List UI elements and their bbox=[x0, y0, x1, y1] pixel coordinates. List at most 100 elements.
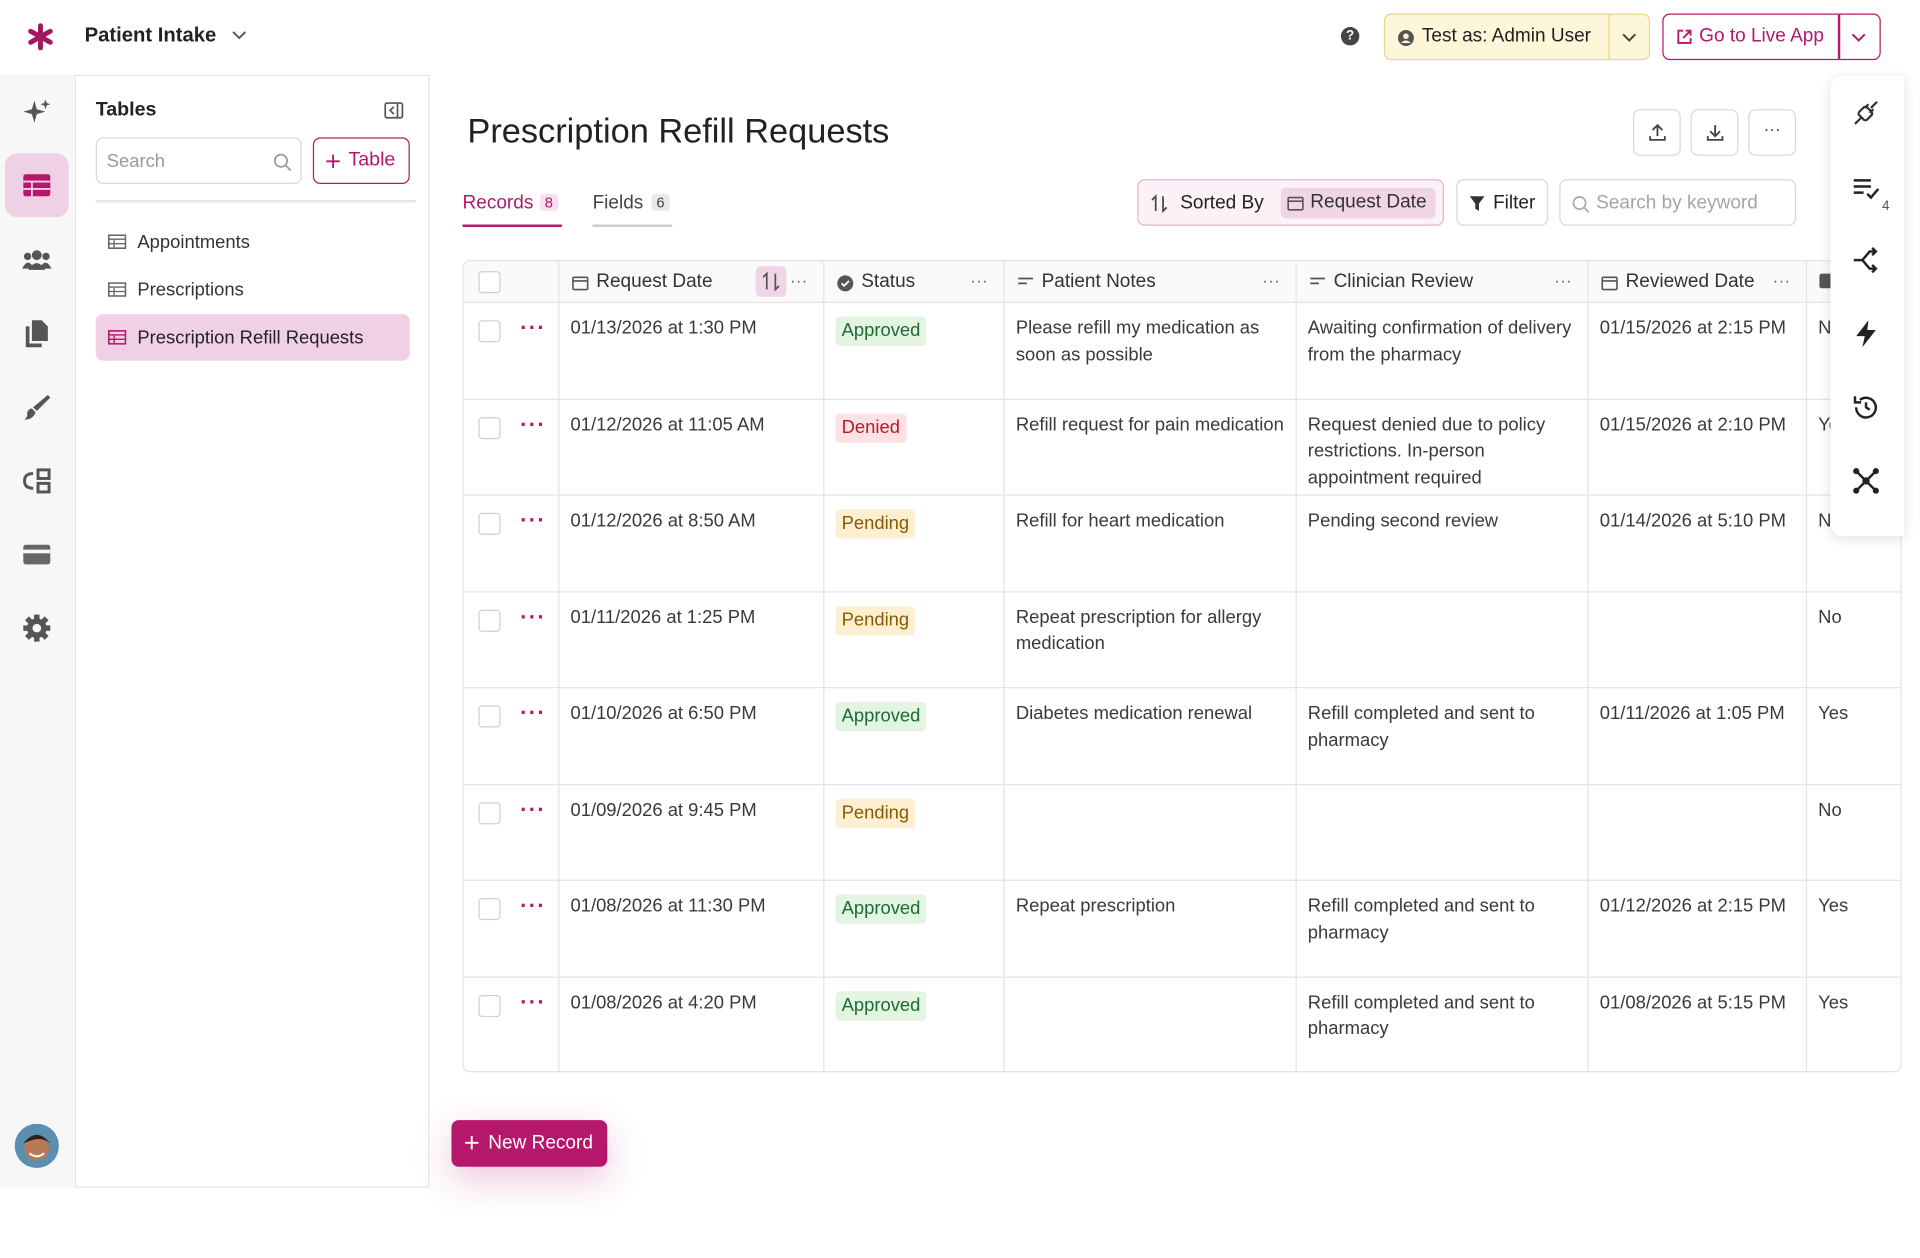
automation-icon[interactable] bbox=[1851, 319, 1880, 348]
row-menu[interactable]: ··· bbox=[520, 700, 546, 726]
checkbox[interactable] bbox=[478, 898, 501, 921]
tab[interactable]: Fields 6 bbox=[592, 190, 673, 227]
table-cell bbox=[1296, 784, 1589, 881]
tables-icon[interactable] bbox=[22, 171, 51, 200]
row-menu[interactable]: ··· bbox=[520, 507, 546, 533]
layout-icon[interactable] bbox=[22, 466, 51, 495]
checkbox[interactable] bbox=[478, 512, 501, 535]
avatar[interactable] bbox=[14, 1123, 59, 1168]
plus-icon bbox=[326, 154, 340, 169]
more-button[interactable]: ··· bbox=[1748, 109, 1797, 156]
add-table-label: Table bbox=[348, 149, 396, 171]
table-cell bbox=[1296, 591, 1589, 689]
sort-icon bbox=[1151, 194, 1168, 214]
users-icon[interactable] bbox=[22, 245, 52, 274]
checkbox[interactable] bbox=[478, 994, 501, 1017]
column-menu[interactable]: ··· bbox=[970, 271, 989, 290]
sorted-by-label: Sorted By bbox=[1180, 192, 1264, 214]
test-as-button[interactable]: Test as: Admin User bbox=[1383, 13, 1651, 61]
divider bbox=[1608, 14, 1610, 59]
table-cell: 01/10/2026 at 6:50 PM bbox=[559, 688, 825, 785]
logo bbox=[28, 23, 53, 51]
table-cell: Approved bbox=[824, 688, 1005, 785]
history-icon[interactable] bbox=[1851, 393, 1880, 422]
keyword-search[interactable]: Search by keyword bbox=[1559, 179, 1797, 226]
sort-button[interactable]: Sorted By Request Date bbox=[1137, 179, 1444, 226]
workflow-icon[interactable] bbox=[1851, 245, 1880, 274]
external-icon bbox=[1677, 29, 1692, 44]
tab-count: 8 bbox=[539, 193, 558, 212]
help-button[interactable]: ? bbox=[1340, 26, 1360, 46]
row-select: ··· bbox=[463, 688, 560, 785]
app-name[interactable]: Patient Intake bbox=[84, 24, 217, 47]
settings-icon[interactable] bbox=[22, 613, 51, 642]
column-header[interactable]: Request Date ··· bbox=[559, 261, 825, 304]
cell-text: Please refill my medication as soon as p… bbox=[1015, 317, 1260, 365]
add-table-button[interactable]: Table bbox=[312, 137, 410, 185]
filter-button[interactable]: Filter bbox=[1456, 179, 1549, 226]
plugin-icon[interactable] bbox=[1851, 98, 1880, 127]
row-menu[interactable]: ··· bbox=[520, 411, 546, 437]
pages-icon[interactable] bbox=[22, 319, 51, 348]
status-pill: Pending bbox=[835, 798, 916, 828]
new-record-button[interactable]: New Record bbox=[451, 1120, 608, 1167]
cell-text: 01/12/2026 at 8:50 AM bbox=[570, 510, 756, 532]
row-menu[interactable]: ··· bbox=[520, 893, 546, 918]
graph-icon[interactable] bbox=[1851, 466, 1880, 495]
row-menu[interactable]: ··· bbox=[520, 315, 546, 340]
column-menu[interactable]: ··· bbox=[1554, 271, 1573, 290]
table-cell: 01/08/2026 at 4:20 PM bbox=[559, 977, 825, 1072]
column-menu[interactable]: ··· bbox=[1772, 271, 1791, 290]
cell-text: 01/09/2026 at 9:45 PM bbox=[570, 799, 757, 821]
cell-text: Pending second review bbox=[1307, 510, 1499, 532]
checkbox[interactable] bbox=[478, 271, 501, 294]
row-menu[interactable]: ··· bbox=[520, 604, 546, 629]
row-menu[interactable]: ··· bbox=[520, 796, 546, 822]
chevron bbox=[1851, 33, 1866, 42]
status-pill: Pending bbox=[835, 605, 916, 635]
column-label: Reviewed Date bbox=[1625, 270, 1755, 292]
sidebar-search[interactable]: Search bbox=[95, 137, 302, 185]
row-menu[interactable]: ··· bbox=[520, 989, 546, 1014]
checkbox[interactable] bbox=[478, 609, 501, 632]
sort-field: Request Date bbox=[1310, 191, 1427, 213]
ai-icon[interactable] bbox=[22, 97, 51, 126]
table-cell: Awaiting confirmation of delivery from t… bbox=[1296, 303, 1589, 400]
collapse-icon[interactable] bbox=[384, 102, 404, 119]
import-button[interactable] bbox=[1690, 109, 1739, 156]
checkbox[interactable] bbox=[478, 705, 501, 728]
table-item[interactable]: Appointments bbox=[96, 218, 410, 265]
fields-icon[interactable] bbox=[1851, 174, 1880, 203]
cell-text: Request denied due to policy restriction… bbox=[1307, 414, 1546, 488]
panel-badge: 4 bbox=[1881, 198, 1890, 214]
table-cell: No bbox=[1807, 785, 1901, 881]
checkbox[interactable] bbox=[478, 801, 501, 824]
column-header[interactable]: Status ··· bbox=[824, 261, 1005, 304]
live-app-button[interactable]: Go to Live App bbox=[1662, 13, 1881, 61]
table-cell: Pending bbox=[824, 591, 1005, 689]
chevron[interactable] bbox=[231, 29, 248, 41]
checkbox[interactable] bbox=[478, 320, 501, 343]
table-cell: Approved bbox=[824, 977, 1005, 1072]
table-item[interactable]: Prescriptions bbox=[96, 266, 410, 313]
column-menu[interactable]: ··· bbox=[1262, 271, 1281, 290]
checkbox[interactable] bbox=[478, 416, 501, 439]
billing-icon[interactable] bbox=[22, 540, 51, 569]
column-icon bbox=[1017, 275, 1034, 287]
export-button[interactable] bbox=[1632, 109, 1681, 156]
tab[interactable]: Records 8 bbox=[462, 190, 562, 227]
column-header[interactable]: Reviewed Date ··· bbox=[1588, 261, 1808, 304]
table-cell: No bbox=[1807, 592, 1901, 689]
test-as-label: Test as: Admin User bbox=[1421, 25, 1592, 47]
table-item[interactable]: Prescription Refill Requests bbox=[95, 314, 410, 361]
table-cell: 01/11/2026 at 1:05 PM bbox=[1588, 688, 1808, 785]
sort-indicator[interactable] bbox=[755, 266, 787, 297]
column-menu[interactable]: ··· bbox=[790, 271, 808, 290]
column-label: Clinician Review bbox=[1333, 270, 1474, 292]
column-header[interactable]: Clinician Review ··· bbox=[1296, 261, 1589, 304]
table-cell: Refill for heart medication bbox=[1004, 495, 1297, 592]
filter-icon bbox=[1469, 196, 1485, 212]
brush-icon[interactable] bbox=[22, 393, 51, 422]
cell-text: No bbox=[1818, 606, 1842, 628]
column-header[interactable]: Patient Notes ··· bbox=[1004, 261, 1297, 304]
